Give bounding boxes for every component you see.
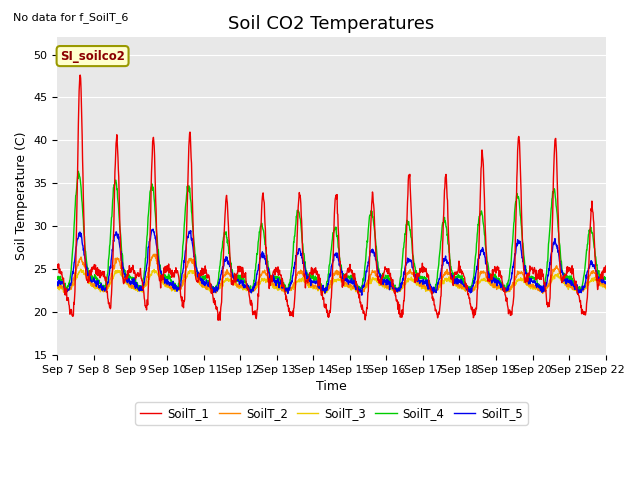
- SoilT_5: [163, 276, 170, 282]
- SoilT_2: [151, 251, 159, 257]
- Line: SoilT_1: SoilT_1: [58, 75, 605, 320]
- SoilT_2: [602, 285, 609, 290]
- SoilT_3: [602, 286, 609, 291]
- X-axis label: Time: Time: [316, 380, 347, 393]
- SoilT_2: [176, 286, 184, 292]
- Text: No data for f_SoilT_6: No data for f_SoilT_6: [13, 12, 128, 23]
- Legend: SoilT_1, SoilT_2, SoilT_3, SoilT_4, SoilT_5: SoilT_1, SoilT_2, SoilT_3, SoilT_4, Soil…: [136, 402, 527, 425]
- Text: SI_soilco2: SI_soilco2: [60, 49, 125, 62]
- SoilT_2: [538, 287, 545, 293]
- SoilT_3: [417, 284, 425, 290]
- SoilT_4: [417, 276, 425, 282]
- SoilT_3: [538, 288, 545, 294]
- SoilT_1: [176, 283, 184, 289]
- SoilT_2: [321, 291, 329, 297]
- Line: SoilT_2: SoilT_2: [58, 254, 605, 294]
- SoilT_1: [417, 267, 425, 273]
- SoilT_5: [489, 277, 497, 283]
- SoilT_3: [163, 284, 170, 289]
- Y-axis label: Soil Temperature (C): Soil Temperature (C): [15, 132, 28, 261]
- Title: Soil CO2 Temperatures: Soil CO2 Temperatures: [228, 15, 435, 33]
- SoilT_5: [149, 226, 157, 232]
- SoilT_5: [237, 277, 245, 283]
- SoilT_5: [176, 282, 184, 288]
- SoilT_4: [574, 289, 582, 295]
- SoilT_1: [54, 262, 61, 267]
- SoilT_4: [237, 275, 245, 281]
- SoilT_2: [237, 283, 245, 288]
- SoilT_3: [319, 290, 326, 296]
- SoilT_5: [538, 286, 545, 291]
- SoilT_3: [54, 284, 61, 289]
- SoilT_2: [54, 283, 61, 288]
- SoilT_3: [237, 283, 245, 289]
- SoilT_3: [77, 266, 84, 272]
- SoilT_1: [214, 317, 222, 323]
- SoilT_4: [163, 274, 170, 279]
- Line: SoilT_3: SoilT_3: [58, 269, 605, 293]
- SoilT_2: [489, 283, 497, 288]
- SoilT_4: [74, 168, 82, 174]
- SoilT_1: [602, 263, 609, 269]
- SoilT_4: [602, 275, 609, 281]
- SoilT_2: [417, 283, 425, 289]
- Line: SoilT_4: SoilT_4: [58, 171, 605, 292]
- SoilT_1: [76, 72, 84, 78]
- SoilT_4: [537, 283, 545, 289]
- SoilT_4: [176, 278, 184, 284]
- SoilT_2: [163, 283, 170, 288]
- SoilT_5: [54, 280, 61, 286]
- SoilT_1: [489, 273, 497, 279]
- SoilT_1: [538, 276, 545, 282]
- SoilT_3: [489, 285, 497, 290]
- SoilT_1: [237, 268, 245, 274]
- SoilT_5: [358, 292, 365, 298]
- Line: SoilT_5: SoilT_5: [58, 229, 605, 295]
- SoilT_5: [602, 279, 609, 285]
- SoilT_4: [54, 275, 61, 280]
- SoilT_4: [488, 274, 496, 280]
- SoilT_1: [163, 269, 170, 275]
- SoilT_5: [417, 277, 425, 283]
- SoilT_3: [176, 287, 184, 293]
